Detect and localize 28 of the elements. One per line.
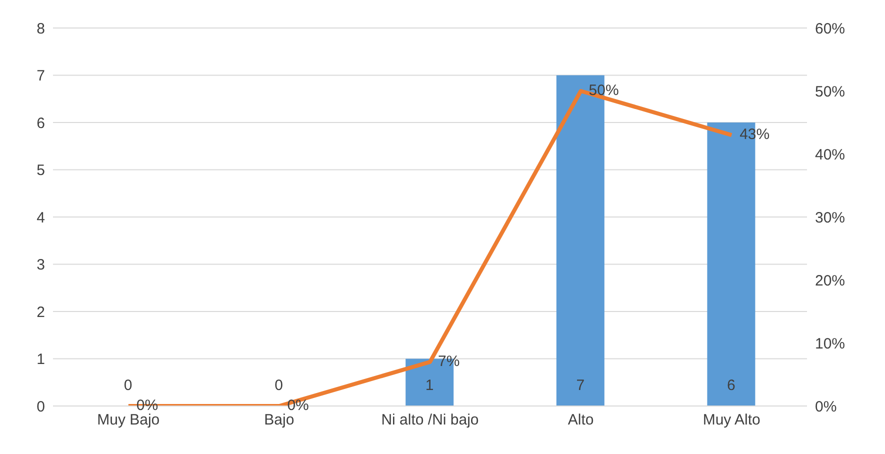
y2-tick-label: 10% — [815, 335, 846, 352]
x-tick-label: Muy Bajo — [97, 412, 160, 429]
data-label: 6 — [727, 377, 736, 394]
y-tick-label: 2 — [36, 304, 45, 321]
y2-tick-label: 0% — [815, 398, 837, 416]
y2-tick-label: 20% — [815, 272, 846, 290]
y2-tick-label: 40% — [815, 146, 846, 164]
y-tick-label: 6 — [36, 114, 45, 132]
x-tick-label: Muy Alto — [702, 412, 760, 429]
data-label: 7 — [576, 377, 585, 394]
y-tick-label: 3 — [36, 256, 45, 274]
data-label: 50% — [588, 82, 619, 99]
x-tick-label: Ni alto /Ni bajo — [381, 412, 479, 429]
data-label: 0 — [124, 377, 132, 394]
data-label: 0% — [287, 397, 309, 414]
y-tick-label: 4 — [36, 209, 45, 226]
data-label: 1 — [425, 377, 434, 394]
y-tick-label: 5 — [36, 162, 45, 180]
x-tick-label: Alto — [568, 412, 594, 429]
x-tick-label: Bajo — [264, 412, 294, 429]
data-label: 0 — [274, 377, 283, 394]
y-tick-label: 8 — [36, 20, 45, 38]
y-tick-label: 7 — [36, 68, 45, 85]
y2-tick-label: 60% — [815, 20, 846, 38]
y2-tick-label: 50% — [815, 83, 846, 100]
y-tick-label: 0 — [36, 398, 45, 416]
y-tick-label: 1 — [36, 351, 45, 368]
y2-tick-label: 30% — [815, 209, 846, 226]
